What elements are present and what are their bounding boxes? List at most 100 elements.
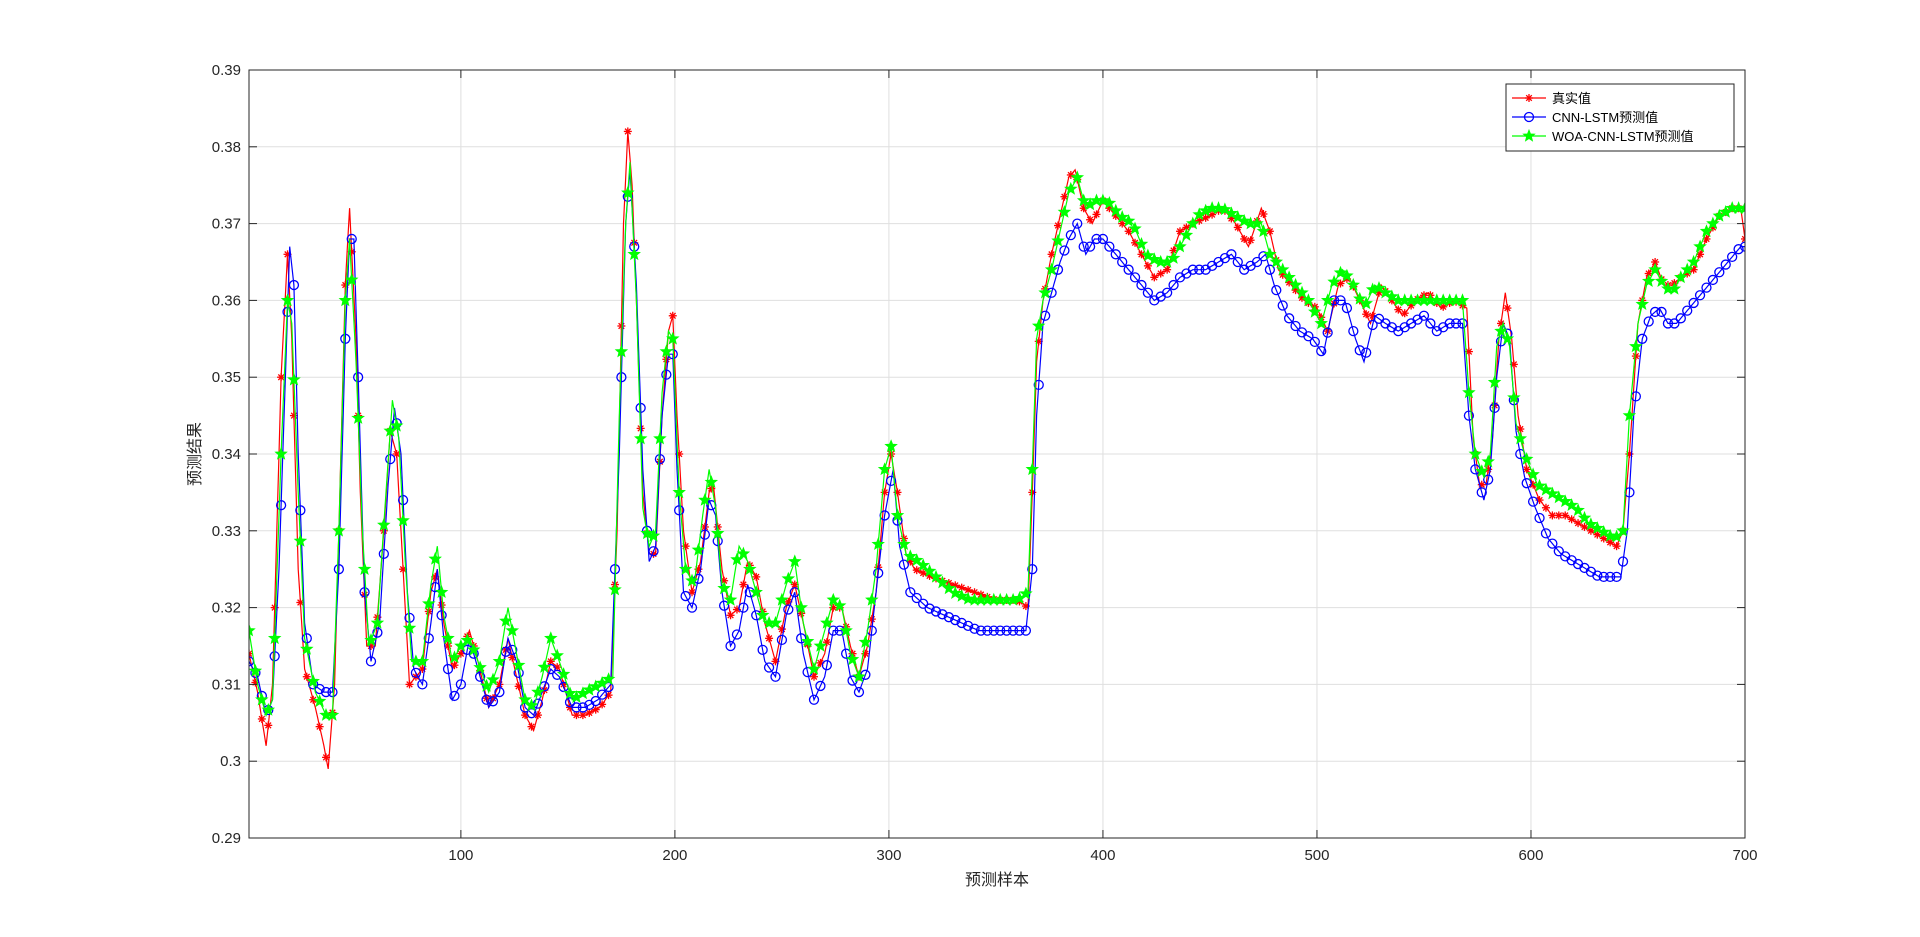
data-point <box>1457 318 1468 329</box>
data-point <box>1526 467 1540 481</box>
data-point <box>1680 262 1694 276</box>
data-point <box>749 585 763 599</box>
data-point <box>1567 515 1576 524</box>
data-point <box>1444 318 1455 329</box>
data-point <box>623 127 632 136</box>
data-point <box>1580 522 1589 531</box>
data-point <box>1256 224 1271 237</box>
data-point <box>768 615 783 629</box>
data-point <box>954 588 969 602</box>
y-tick-label: 0.33 <box>212 523 241 540</box>
data-point <box>1667 281 1682 295</box>
data-point <box>839 623 853 637</box>
data-point <box>930 606 942 617</box>
data-point <box>1688 297 1699 309</box>
data-point <box>1065 229 1076 241</box>
data-point <box>423 633 434 644</box>
data-point <box>441 631 455 645</box>
data-point <box>320 686 332 698</box>
data-point <box>796 633 807 644</box>
data-point <box>1044 262 1059 276</box>
data-point <box>1474 464 1489 477</box>
data-point <box>1194 264 1205 275</box>
data-point <box>659 344 674 358</box>
data-point <box>1290 320 1301 332</box>
data-point <box>1336 279 1345 288</box>
data-point <box>1635 297 1650 311</box>
data-point <box>474 671 486 682</box>
data-point <box>1707 274 1719 286</box>
data-point <box>494 686 505 698</box>
y-axis-label: 预测结果 <box>185 422 204 486</box>
data-point <box>897 537 911 550</box>
data-point <box>1064 181 1078 195</box>
data-point <box>417 679 428 690</box>
data-point <box>995 625 1006 636</box>
data-point <box>781 571 796 585</box>
data-point <box>1507 390 1521 404</box>
data-point <box>1001 625 1012 636</box>
data-point <box>486 672 500 686</box>
data-point <box>1079 204 1088 213</box>
data-point <box>396 513 410 527</box>
data-point <box>1462 385 1476 399</box>
data-point <box>1173 239 1187 253</box>
x-tick-label: 600 <box>1518 847 1543 864</box>
data-point <box>706 500 717 511</box>
data-point <box>442 663 454 675</box>
data-point <box>460 633 475 646</box>
data-point <box>389 418 404 432</box>
data-point <box>422 596 436 610</box>
data-point <box>455 679 467 690</box>
data-point <box>410 667 422 679</box>
legend-item: WOA-CNN-LSTM预测值 <box>1512 128 1694 144</box>
data-point <box>1577 510 1592 524</box>
data-point <box>264 721 273 730</box>
data-point <box>1741 234 1745 243</box>
data-point <box>1455 293 1470 307</box>
data-point <box>487 696 499 707</box>
data-point <box>1513 431 1528 445</box>
data-point <box>1596 525 1611 538</box>
data-point <box>813 638 828 652</box>
data-point <box>1649 306 1661 318</box>
data-point <box>614 344 629 358</box>
data-point <box>249 663 263 677</box>
data-point <box>1327 274 1341 288</box>
data-point <box>507 644 518 655</box>
data-point <box>1201 213 1210 222</box>
data-point <box>1622 408 1637 422</box>
data-point <box>577 702 589 713</box>
data-point <box>1118 219 1127 228</box>
data-point <box>1346 277 1361 291</box>
data-point <box>1031 318 1046 332</box>
data-point <box>288 279 300 291</box>
data-point <box>858 635 873 648</box>
x-axis-label: 预测样本 <box>965 870 1029 889</box>
data-point <box>1564 498 1579 512</box>
data-point <box>1701 282 1712 293</box>
data-point <box>466 642 481 656</box>
data-point <box>922 563 937 577</box>
data-point <box>1694 290 1706 301</box>
data-point <box>752 572 761 581</box>
data-point <box>249 623 256 637</box>
data-point <box>1161 287 1173 298</box>
data-point <box>1616 523 1630 537</box>
data-point <box>807 661 821 675</box>
data-point <box>1674 270 1688 284</box>
data-point <box>1463 410 1475 421</box>
data-point <box>1341 302 1353 314</box>
data-point <box>1150 273 1159 282</box>
data-point <box>293 533 308 547</box>
legend-marker <box>1525 94 1533 102</box>
data-point <box>616 372 627 383</box>
x-tick-label: 700 <box>1732 847 1757 864</box>
data-point <box>1110 249 1121 260</box>
data-point <box>757 644 768 655</box>
data-point <box>646 528 661 542</box>
data-point <box>397 494 409 506</box>
data-point <box>755 608 770 621</box>
data-point <box>1128 221 1142 235</box>
